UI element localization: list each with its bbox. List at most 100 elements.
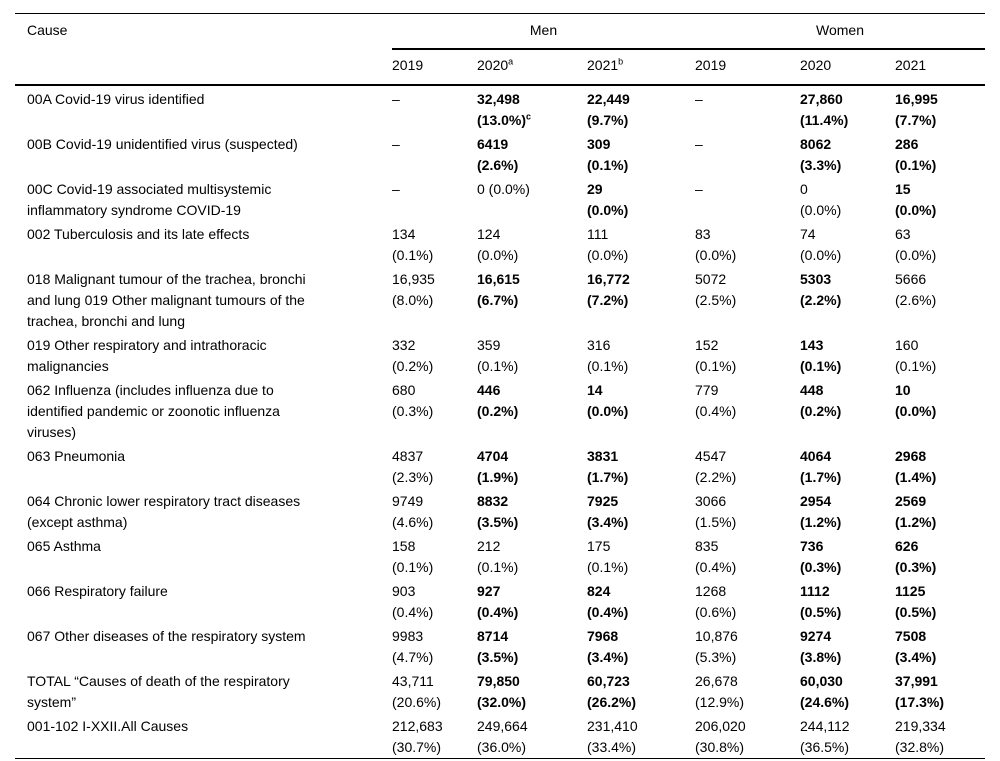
value-cell: 152 (0.1%) bbox=[695, 332, 800, 377]
group-header-row: Cause Men Women bbox=[15, 13, 986, 86]
death-count: 5072 bbox=[695, 271, 727, 287]
death-percentage: (20.6%) bbox=[392, 694, 442, 710]
cause-cell: 064 Chronic lower respiratory tract dise… bbox=[27, 493, 301, 530]
death-percentage: (12.9%) bbox=[695, 694, 745, 710]
value-cell: 249,664 (36.0%) bbox=[477, 713, 587, 759]
death-percentage: (0.0%) bbox=[477, 247, 519, 263]
death-percentage: (17.3%) bbox=[895, 694, 945, 710]
death-percentage: (2.6%) bbox=[477, 157, 519, 173]
cause-cell: 00C Covid-19 associated multisystemic in… bbox=[27, 181, 272, 218]
value-cell: 160 (0.1%) bbox=[895, 332, 985, 377]
value-cell: 626 (0.3%) bbox=[895, 533, 985, 578]
death-percentage: (0.1%) bbox=[587, 157, 629, 173]
death-count: 2968 bbox=[895, 448, 927, 464]
table-body: 00A Covid-19 virus identified – 32,498 (… bbox=[15, 85, 985, 759]
cause-cell: 066 Respiratory failure bbox=[27, 583, 168, 599]
value-cell: – bbox=[695, 131, 800, 176]
table-row: 067 Other diseases of the respiratory sy… bbox=[15, 623, 985, 668]
value-cell: 26,678 (12.9%) bbox=[695, 668, 800, 713]
death-percentage: (3.5%) bbox=[477, 649, 519, 665]
death-count: 26,678 bbox=[695, 673, 738, 689]
value-cell: 158 (0.1%) bbox=[392, 533, 477, 578]
death-count: 32,498 bbox=[477, 91, 520, 107]
death-percentage: (0.2%) bbox=[392, 358, 434, 374]
value-cell: 824 (0.4%) bbox=[587, 578, 695, 623]
value-cell: 5666 (2.6%) bbox=[895, 266, 985, 332]
cause-cell: 001-102 I-XXII.All Causes bbox=[27, 718, 189, 734]
death-count: 4704 bbox=[477, 448, 509, 464]
value-cell: 79,850 (32.0%) bbox=[477, 668, 587, 713]
death-percentage: (3.4%) bbox=[587, 649, 629, 665]
death-count: 74 bbox=[800, 226, 816, 242]
death-count: 3831 bbox=[587, 448, 619, 464]
value-cell: 0 (0.0%) bbox=[477, 176, 587, 221]
death-count: 2569 bbox=[895, 493, 927, 509]
value-cell: 111 (0.0%) bbox=[587, 221, 695, 266]
death-count: 9274 bbox=[800, 628, 832, 644]
value-cell: 29 (0.0%) bbox=[587, 176, 695, 221]
death-percentage: (8.0%) bbox=[392, 292, 434, 308]
value-cell: 10,876 (5.3%) bbox=[695, 623, 800, 668]
death-count: 5666 bbox=[895, 271, 927, 287]
value-cell: 206,020 (30.8%) bbox=[695, 713, 800, 759]
death-count: 0 (0.0%) bbox=[477, 181, 530, 197]
death-count: 8062 bbox=[800, 136, 832, 152]
footnote-marker: c bbox=[526, 111, 532, 122]
value-cell: 60,723 (26.2%) bbox=[587, 668, 695, 713]
cause-cell: 062 Influenza (includes influenza due to… bbox=[27, 382, 280, 440]
table-row: 00A Covid-19 virus identified – 32,498 (… bbox=[15, 85, 985, 131]
death-count: 286 bbox=[895, 136, 919, 152]
year-label: 2019 bbox=[392, 57, 424, 73]
death-count: 124 bbox=[477, 226, 501, 242]
death-percentage: (2.2%) bbox=[695, 469, 737, 485]
value-cell: 14 (0.0%) bbox=[587, 377, 695, 443]
death-percentage: (0.0%) bbox=[695, 247, 737, 263]
value-cell: 3066 (1.5%) bbox=[695, 488, 800, 533]
cause-cell: 019 Other respiratory and intrathoracic … bbox=[27, 337, 267, 374]
death-count: 152 bbox=[695, 337, 719, 353]
death-count: 626 bbox=[895, 538, 919, 554]
death-percentage: (1.2%) bbox=[895, 514, 937, 530]
death-count: 175 bbox=[587, 538, 611, 554]
death-percentage: (0.1%) bbox=[392, 559, 434, 575]
death-count: 143 bbox=[800, 337, 824, 353]
death-percentage: (6.7%) bbox=[477, 292, 519, 308]
table-row: 066 Respiratory failure 903 (0.4%) 927 (… bbox=[15, 578, 985, 623]
death-count: 22,449 bbox=[587, 91, 630, 107]
death-count: 0 bbox=[800, 181, 808, 197]
death-count: – bbox=[695, 181, 703, 197]
death-count: 6419 bbox=[477, 136, 509, 152]
value-cell: 16,935 (8.0%) bbox=[392, 266, 477, 332]
death-count: 5303 bbox=[800, 271, 832, 287]
death-count: 927 bbox=[477, 583, 501, 599]
death-count: 359 bbox=[477, 337, 501, 353]
death-percentage: (0.1%) bbox=[895, 157, 937, 173]
death-count: 309 bbox=[587, 136, 611, 152]
cause-cell: TOTAL “Causes of death of the respirator… bbox=[27, 673, 290, 710]
value-cell: 903 (0.4%) bbox=[392, 578, 477, 623]
death-count: – bbox=[392, 91, 400, 107]
death-percentage: (36.0%) bbox=[477, 739, 527, 755]
death-count: 7925 bbox=[587, 493, 619, 509]
value-cell: – bbox=[392, 85, 477, 131]
value-cell: 1268 (0.6%) bbox=[695, 578, 800, 623]
value-cell: 27,860 (11.4%) bbox=[800, 85, 895, 131]
value-cell: 134 (0.1%) bbox=[392, 221, 477, 266]
column-header-year: 2020 bbox=[800, 49, 895, 86]
value-cell: 231,410 (33.4%) bbox=[587, 713, 695, 759]
value-cell: 124 (0.0%) bbox=[477, 221, 587, 266]
death-count: 1112 bbox=[800, 583, 830, 599]
death-percentage: (0.6%) bbox=[695, 604, 737, 620]
value-cell: – bbox=[392, 131, 477, 176]
death-percentage: (0.0%) bbox=[587, 247, 629, 263]
death-count: 10 bbox=[895, 382, 911, 398]
table-row: 002 Tuberculosis and its late effects 13… bbox=[15, 221, 985, 266]
death-percentage: (30.7%) bbox=[392, 739, 442, 755]
death-count: 244,112 bbox=[800, 718, 850, 734]
value-cell: 43,711 (20.6%) bbox=[392, 668, 477, 713]
death-percentage: (0.1%) bbox=[587, 559, 629, 575]
value-cell: 16,615 (6.7%) bbox=[477, 266, 587, 332]
mortality-causes-table: Cause Men Women 2019 2020a 2021b 2019 20… bbox=[15, 13, 986, 759]
death-percentage: (4.6%) bbox=[392, 514, 434, 530]
death-percentage: (0.1%) bbox=[477, 559, 519, 575]
